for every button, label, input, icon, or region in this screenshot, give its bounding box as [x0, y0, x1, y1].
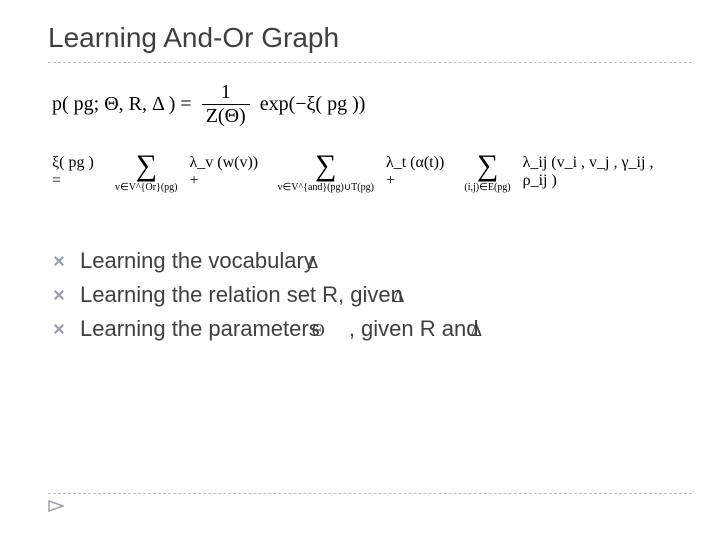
bullet-main: Learning the relation set R, given — [80, 282, 403, 307]
eq1-tail: exp(−ξ( pg )) — [260, 93, 366, 116]
slide: Learning And-Or Graph p( pg; Θ, R, Δ ) =… — [0, 0, 720, 540]
eq2-sum3-sub: (i,j)∈E(pg) — [464, 183, 510, 193]
eq1-frac-num: 1 — [217, 82, 235, 104]
bullet-text: Learning the vocabularyΔ — [80, 248, 680, 274]
bullet-list: Learning the vocabularyΔ Learning the re… — [52, 248, 680, 350]
title-divider — [48, 62, 692, 63]
eq2-lhs: ξ( pg ) = — [52, 154, 103, 190]
bullet-symbol-mid: Θ — [312, 320, 325, 340]
eq2-sum-3: ∑ (i,j)∈E(pg) — [464, 151, 510, 193]
bullet-symbol: Δ — [307, 252, 319, 272]
bullet-main-a: Learning the parameters — [80, 316, 320, 341]
eq1-frac-den: Z(Θ) — [202, 104, 250, 126]
eq2-sum1-sub: v∈V^{Or}(pg) — [115, 183, 177, 193]
bullet-symbol: Δ — [393, 286, 405, 306]
eq2-sum-2: ∑ v∈V^{and}(pg)∪T(pg) — [278, 151, 374, 193]
eq2-term-2: λ_t (α(t)) + — [386, 154, 452, 190]
eq1-fraction: 1 Z(Θ) — [202, 82, 250, 126]
bullet-text: Learning the relation set R, givenΔ — [80, 282, 680, 308]
eq2-sum2-sub: v∈V^{and}(pg)∪T(pg) — [278, 183, 374, 193]
bullet-main: Learning the vocabulary — [80, 248, 315, 273]
bullet-symbol: Δ — [470, 320, 482, 340]
bullet-icon — [52, 288, 66, 302]
eq1-lhs: p( pg; Θ, R, Δ ) = — [52, 93, 192, 116]
equation-1: p( pg; Θ, R, Δ ) = 1 Z(Θ) exp(−ξ( pg )) — [52, 80, 680, 128]
list-item: Learning the vocabularyΔ — [52, 248, 680, 274]
equation-area: p( pg; Θ, R, Δ ) = 1 Z(Θ) exp(−ξ( pg )) … — [52, 80, 680, 200]
eq2-sum-1: ∑ v∈V^{Or}(pg) — [115, 151, 177, 193]
sigma-icon: ∑ — [136, 151, 157, 181]
bullet-icon — [52, 254, 66, 268]
list-item: Learning the parametersΘ , given R andΔ — [52, 316, 680, 342]
bullet-text: Learning the parametersΘ , given R andΔ — [80, 316, 680, 342]
list-item: Learning the relation set R, givenΔ — [52, 282, 680, 308]
footer-divider — [48, 493, 692, 494]
page-title: Learning And-Or Graph — [48, 22, 339, 54]
play-arrow-icon — [48, 500, 64, 512]
bullet-icon — [52, 322, 66, 336]
bullet-main-b: , given R and — [343, 316, 479, 341]
sigma-icon: ∑ — [477, 151, 498, 181]
equation-2: ξ( pg ) = ∑ v∈V^{Or}(pg) λ_v (w(v)) + ∑ … — [52, 144, 680, 200]
sigma-icon: ∑ — [315, 151, 336, 181]
eq2-term-3: λ_ij (v_i , v_j , γ_ij , ρ_ij ) — [523, 154, 680, 190]
eq2-term-1: λ_v (w(v)) + — [189, 154, 265, 190]
